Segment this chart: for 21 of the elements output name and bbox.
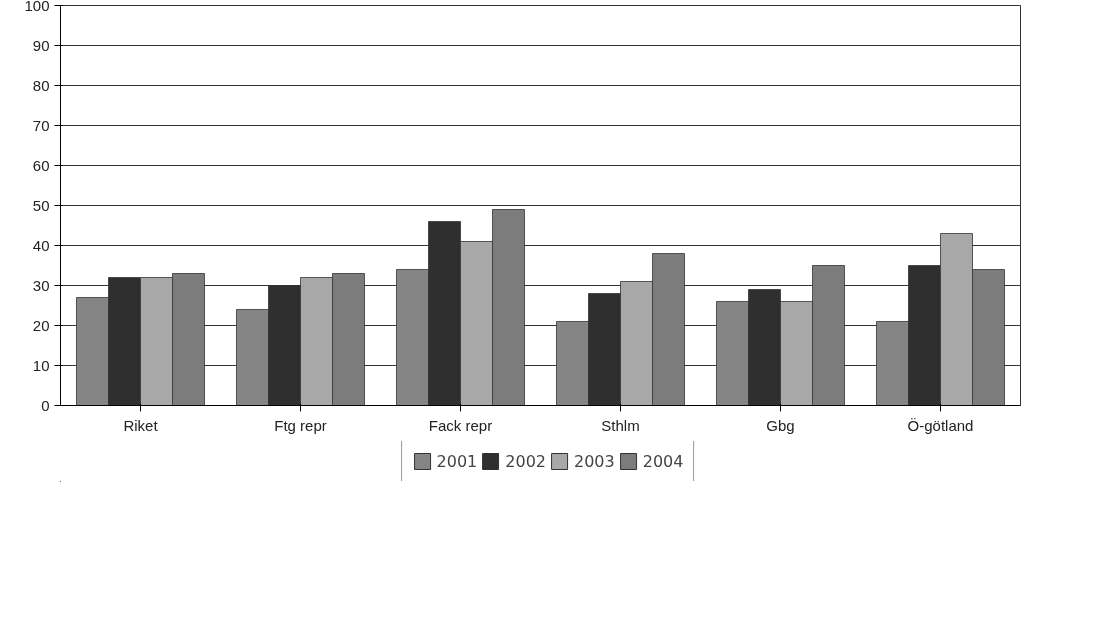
y-tick-label: 0	[41, 396, 50, 414]
y-tick-label: 80	[32, 76, 50, 94]
y-tick-label: 10	[32, 356, 50, 374]
legend-label: 2004	[642, 451, 684, 471]
y-tick-label: 100	[24, 0, 50, 14]
x-tick-label: Gbg	[766, 416, 795, 434]
y-tick-label: 30	[32, 276, 50, 294]
y-tick-label: 90	[32, 36, 50, 54]
y-tick-label: 70	[32, 116, 50, 134]
x-tick-label: Riket	[123, 416, 159, 434]
y-tick-label: 50	[32, 196, 50, 214]
y-tick-label: 40	[32, 236, 50, 254]
legend-label: 2002	[505, 451, 546, 471]
x-tick-label: Ftg repr	[274, 416, 327, 434]
x-tick-label: Sthlm	[601, 416, 640, 434]
legend-label: 2001	[436, 451, 478, 471]
x-tick-label: Fack repr	[428, 416, 493, 434]
y-tick-label: 60	[32, 156, 50, 174]
legend-label: 2003	[574, 451, 615, 471]
y-tick-label: 20	[32, 316, 50, 334]
x-tick-label: Ö-götland	[907, 416, 974, 434]
